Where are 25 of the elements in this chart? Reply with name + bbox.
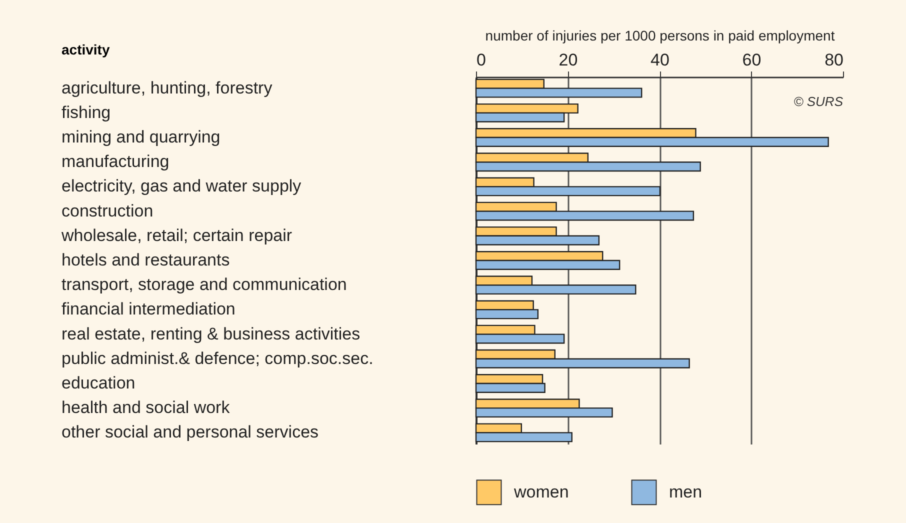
- y-tick-label: other social and personal services: [62, 422, 319, 442]
- annotation: © SURS: [794, 94, 844, 109]
- y-tick-label: mining and quarrying: [62, 128, 220, 147]
- y-tick-label: public administ.& defence; comp.soc.sec.: [62, 348, 374, 368]
- y-tick-label: transport, storage and communication: [62, 275, 347, 294]
- y-tick-label: electricity, gas and water supply: [62, 176, 302, 196]
- y-tick-label: construction: [62, 201, 154, 220]
- y-tick-label: hotels and restaurants: [62, 250, 230, 270]
- y-tick-label: health and social work: [62, 398, 230, 418]
- y-tick-label: wholesale, retail; certain repair: [60, 226, 292, 245]
- y-tick-label: fishing: [62, 102, 111, 122]
- x-tick-label: 20: [558, 50, 578, 70]
- x-tick-label: 80: [824, 50, 844, 70]
- legend-label: women: [513, 482, 569, 502]
- x-axis-title: number of injuries per 1000 persons in paid employment: [485, 28, 835, 44]
- legend-label: men: [669, 482, 702, 502]
- y-tick-label: real estate, renting & business activities: [62, 324, 360, 344]
- y-tick-label: agriculture, hunting, forestry: [62, 78, 273, 98]
- x-tick-label: 40: [650, 50, 670, 70]
- y-axis-title: activity: [62, 42, 110, 58]
- y-tick-label: financial intermediation: [62, 300, 236, 319]
- x-tick-label: 0: [476, 50, 486, 70]
- y-tick-label: education: [62, 373, 136, 392]
- x-tick-label: 60: [742, 50, 762, 70]
- y-tick-label: manufacturing: [62, 152, 170, 172]
